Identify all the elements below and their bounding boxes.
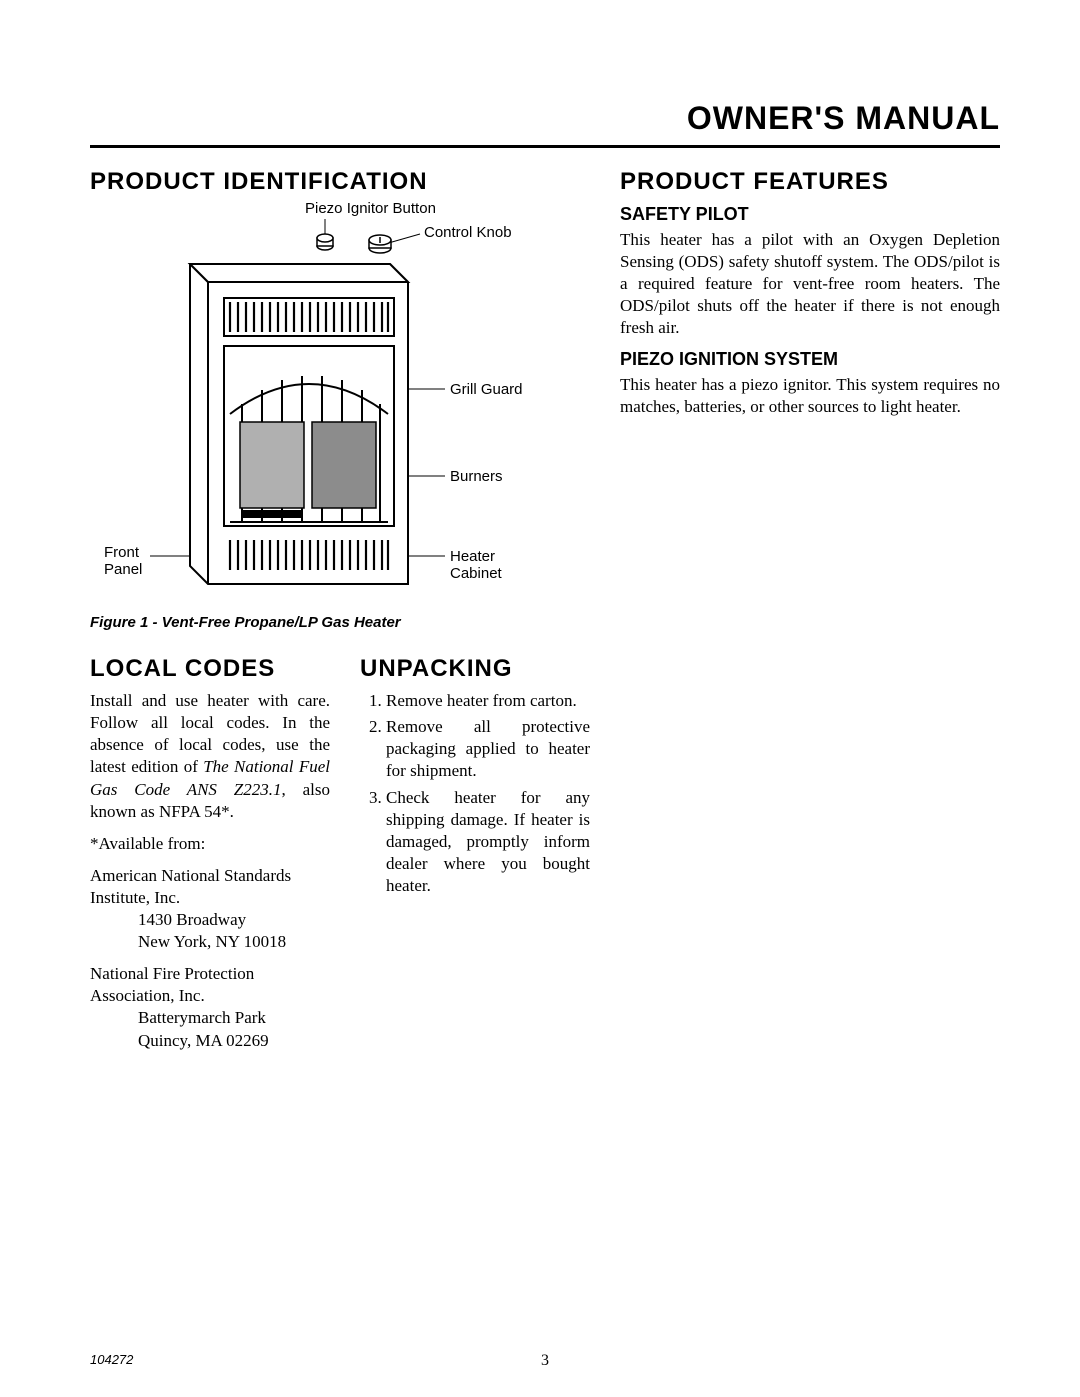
safety-pilot-text: This heater has a pilot with an Oxygen D…: [620, 229, 1000, 339]
unpacking-step-2: Remove all protective packaging applied …: [386, 716, 590, 782]
local-codes-heading: LOCAL CODES: [90, 655, 330, 683]
product-id-heading: PRODUCT IDENTIFICATION: [90, 168, 590, 196]
figure-caption: Figure 1 - Vent-Free Propane/LP Gas Heat…: [90, 614, 590, 631]
label-piezo-ignitor: Piezo Ignitor Button: [305, 200, 436, 217]
label-control-knob: Control Knob: [424, 224, 512, 241]
page-footer: 104272 3: [90, 1352, 1000, 1367]
unpacking-steps: Remove heater from carton. Remove all pr…: [360, 690, 590, 897]
piezo-heading: PIEZO IGNITION SYSTEM: [620, 349, 1000, 370]
label-heater-cabinet: Heater Cabinet: [450, 548, 502, 583]
product-features-heading: PRODUCT FEATURES: [620, 168, 1000, 196]
page-header-title: OWNER'S MANUAL: [90, 100, 1000, 148]
unpacking-step-1: Remove heater from carton.: [386, 690, 590, 712]
available-from: *Available from:: [90, 833, 330, 855]
footer-page-number: 3: [541, 1352, 549, 1370]
heater-diagram: Piezo Ignitor Button Control Knob Grill …: [90, 204, 590, 604]
address-ansi: American National Standards Institute, I…: [90, 865, 330, 953]
unpacking-heading: UNPACKING: [360, 655, 590, 683]
label-front-panel: Front Panel: [104, 544, 142, 579]
label-grill-guard: Grill Guard: [450, 381, 523, 398]
safety-pilot-heading: SAFETY PILOT: [620, 204, 1000, 225]
address-nfpa: National Fire Protection Association, In…: [90, 963, 330, 1051]
unpacking-step-3: Check heater for any shipping damage. If…: [386, 787, 590, 897]
footer-doc-ref: 104272: [90, 1352, 133, 1367]
local-codes-para: Install and use heater with care. Follow…: [90, 690, 330, 823]
label-burners: Burners: [450, 468, 503, 485]
heater-diagram-svg: [90, 204, 590, 604]
piezo-text: This heater has a piezo ignitor. This sy…: [620, 374, 1000, 418]
